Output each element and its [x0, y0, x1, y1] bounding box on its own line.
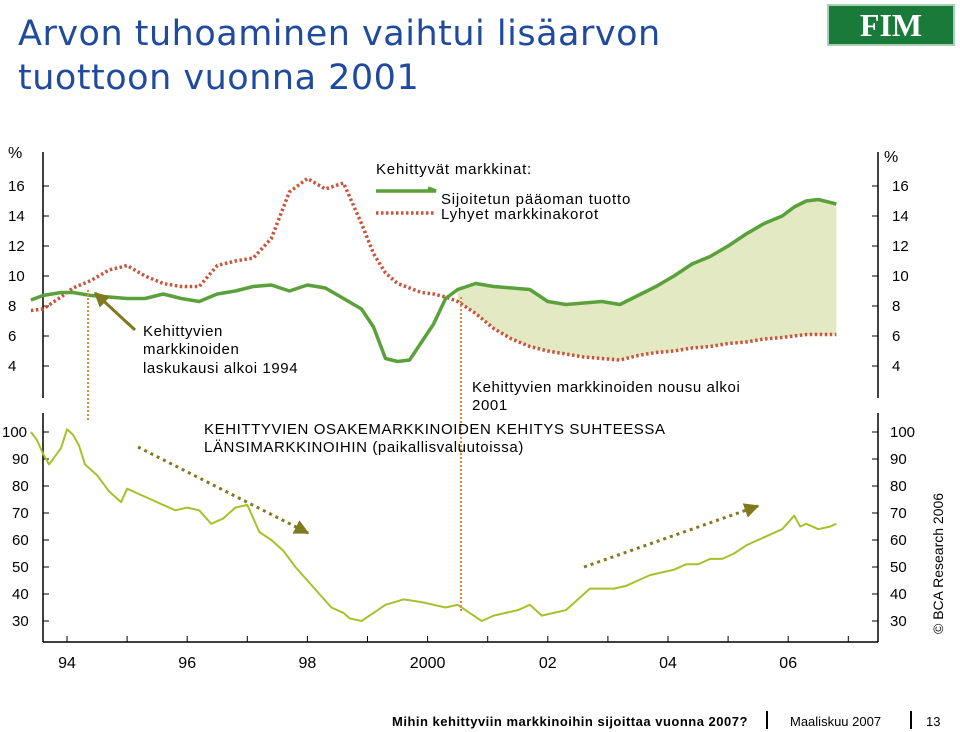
series-short-rates [30, 176, 837, 362]
top-y-tick-label-right: 4 [892, 358, 900, 375]
bottom-y-tick-label-left: 30 [12, 613, 29, 630]
x-tick-label: 02 [539, 655, 557, 672]
bottom-y-tick-label-left: 70 [12, 505, 29, 522]
top-y-tick-label-right: 14 [892, 208, 909, 225]
x-tick-label: 98 [299, 655, 317, 672]
fim-logo: FIM [827, 4, 955, 46]
chart-area: 4 4 6 6 8 8 10 10 12 12 14 14 16 16 30 30 40 40 50 50 60 60 7… [2, 145, 915, 672]
bottom-panel-title: KEHITTYVIEN OSAKEMARKKINOIDEN KEHITYS SU… [204, 421, 670, 456]
x-tick-label: 04 [659, 655, 677, 672]
bottom-y-tick-label-right: 100 [890, 424, 915, 441]
top-y-tick-label-left: 8 [8, 298, 16, 315]
footer-question: Mihin kehittyviin markkinoihin sijoittaa… [392, 714, 748, 729]
top-y-tick-label-left: 6 [8, 328, 16, 345]
footer-page-number: 13 [926, 714, 941, 729]
bottom-y-tick-label-right: 30 [890, 613, 907, 630]
legend-label-roic: Sijoitetun pääoman tuotto [441, 191, 631, 208]
top-y-tick-label-right: 12 [892, 238, 909, 255]
bottom-y-tick-label-left: 40 [12, 586, 29, 603]
callout-arrow-1994 [93, 291, 137, 332]
page-title: Arvon tuhoaminen vaihtui lisäarvon tuott… [18, 14, 661, 98]
bottom-y-tick-label-left: 60 [12, 532, 29, 549]
top-y-tick-label-left: 10 [8, 268, 25, 285]
bottom-y-tick-label-left: 100 [2, 424, 27, 441]
annotation-2001: Kehittyvien markkinoiden nousu alkoi 200… [472, 379, 745, 414]
top-y-tick-label-right: 6 [892, 328, 900, 345]
legend-label-rates: Lyhyet markkinakorot [441, 206, 599, 223]
x-tick-label: 06 [779, 655, 797, 672]
trend-arrow-down [137, 445, 310, 535]
top-panel [30, 176, 837, 364]
top-y-tick-label-left: 16 [8, 178, 25, 195]
top-y-unit-right: % [884, 149, 898, 166]
bottom-y-tick-label-right: 70 [890, 505, 907, 522]
top-y-tick-label-left: 4 [8, 358, 16, 375]
bottom-y-tick-label-right: 80 [890, 478, 907, 495]
bottom-y-tick-label-left: 90 [12, 451, 29, 468]
trend-arrow-up [583, 503, 760, 569]
top-y-tick-label-right: 16 [892, 178, 909, 195]
top-y-tick-label-right: 10 [892, 268, 909, 285]
credit-label: © BCA Research 2006 [930, 492, 946, 634]
gap-fill-area [457, 199, 837, 360]
series-relative-performance [30, 428, 837, 622]
top-y-tick-label-right: 8 [892, 298, 900, 315]
series-return-on-capital [30, 197, 837, 364]
bottom-panel [30, 428, 837, 622]
bottom-y-tick-label-left: 80 [12, 478, 29, 495]
bottom-y-tick-label-right: 50 [890, 559, 907, 576]
bottom-y-tick-label-right: 60 [890, 532, 907, 549]
top-y-tick-label-left: 12 [8, 238, 25, 255]
top-y-unit-left: % [8, 145, 22, 162]
legend-title: Kehittyvät markkinat: [376, 161, 532, 178]
footer-separator [910, 711, 912, 729]
x-tick-label: 94 [58, 655, 76, 672]
x-tick-label: 96 [178, 655, 196, 672]
annotation-1994: Kehittyvien markkinoiden laskukausi alko… [143, 323, 298, 377]
top-y-tick-label-left: 14 [8, 208, 25, 225]
bottom-y-tick-label-right: 40 [890, 586, 907, 603]
bottom-y-tick-label-right: 90 [890, 451, 907, 468]
footer-separator [766, 711, 768, 729]
x-tick-label: 2000 [410, 655, 446, 672]
legend-swatch-roic [376, 186, 437, 193]
footer-date: Maaliskuu 2007 [790, 714, 882, 729]
bottom-y-tick-label-left: 50 [12, 559, 29, 576]
